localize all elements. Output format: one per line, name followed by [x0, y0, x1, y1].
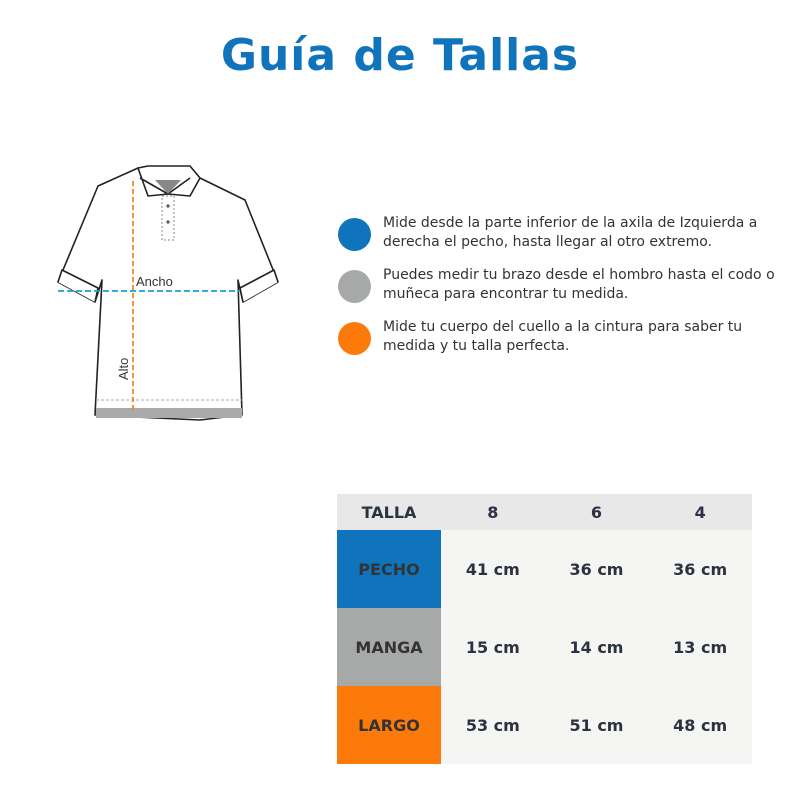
table-cell: 51 cm [544, 686, 649, 764]
legend-text: Mide tu cuerpo del cuello a la cintura p… [383, 319, 743, 354]
row-label: LARGO [337, 686, 441, 764]
height-label: Alto [116, 358, 131, 380]
size-table: TALLA 8 6 4 PECHO 41 cm 36 cm 36 cm MANG… [337, 494, 752, 764]
row-label: MANGA [337, 608, 441, 686]
row-label: PECHO [337, 530, 441, 608]
table-cell: 36 cm [648, 530, 752, 608]
legend-item-length: Mide tu cuerpo del cuello a la cintura p… [338, 318, 778, 356]
table-cell: 53 cm [441, 686, 545, 764]
table-cell: 15 cm [441, 608, 545, 686]
blue-dot-icon [338, 218, 371, 251]
width-label: Ancho [136, 274, 173, 289]
table-header: TALLA 8 6 4 [337, 494, 752, 530]
legend-item-chest: Mide desde la parte inferior de la axila… [338, 214, 778, 252]
table-row: PECHO 41 cm 36 cm 36 cm [337, 530, 752, 608]
table-row: LARGO 53 cm 51 cm 48 cm [337, 686, 752, 764]
orange-dot-icon [338, 322, 371, 355]
table-cell: 14 cm [544, 608, 649, 686]
table-cell: 13 cm [648, 608, 752, 686]
header-cell: 8 [441, 494, 545, 530]
table-cell: 41 cm [441, 530, 545, 608]
legend-item-sleeve: Puedes medir tu brazo desde el hombro ha… [338, 266, 778, 304]
header-cell: 4 [648, 494, 752, 530]
page-title: Guía de Tallas [220, 30, 580, 81]
table-cell: 48 cm [648, 686, 752, 764]
measurement-legend: Mide desde la parte inferior de la axila… [338, 214, 778, 370]
gray-dot-icon [338, 270, 371, 303]
table-cell: 36 cm [544, 530, 649, 608]
header-cell: 6 [544, 494, 649, 530]
header-cell: TALLA [337, 494, 441, 530]
legend-text: Mide desde la parte inferior de la axila… [383, 215, 758, 250]
table-row: MANGA 15 cm 14 cm 13 cm [337, 608, 752, 686]
legend-text: Puedes medir tu brazo desde el hombro ha… [383, 267, 775, 302]
polo-shirt-diagram: Ancho Alto [57, 165, 279, 421]
